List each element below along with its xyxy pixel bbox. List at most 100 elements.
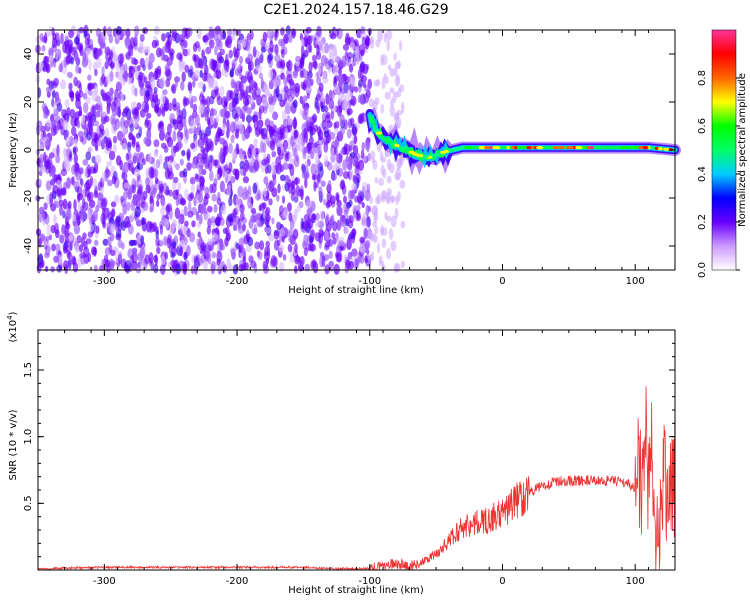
spectrogram-cell (116, 130, 123, 141)
spectrogram-cell (187, 81, 193, 92)
spectrogram-cell (284, 90, 288, 102)
spectrogram-cell (189, 232, 196, 243)
spectrogram-cell (164, 168, 171, 180)
spectrogram-cell (380, 156, 387, 163)
spectrogram-cell (219, 108, 226, 118)
spectrogram-cell (93, 264, 98, 272)
spectrogram-cell (194, 260, 199, 269)
spectrogram-cell (331, 165, 338, 172)
spectrogram-cell (394, 207, 399, 220)
spectrogram-cell (300, 217, 304, 230)
spectrogram-cell (276, 194, 280, 202)
spectrogram-cell (259, 240, 265, 251)
carrier-peak (511, 146, 515, 150)
spectrogram-cell (211, 232, 218, 242)
spectrogram-cell (41, 44, 46, 52)
spectrogram-cell (387, 64, 392, 71)
spectrogram-cell (65, 55, 71, 65)
spectrogram-cell (72, 214, 76, 222)
carrier-peak (478, 146, 483, 150)
spectrogram-cell (156, 193, 160, 201)
spectrogram-cell (274, 54, 281, 63)
spectrogram-cell (277, 146, 282, 156)
spectrogram-cell (304, 105, 309, 117)
spectrogram-cell (341, 203, 347, 211)
spectrogram-cell (36, 263, 42, 274)
spectrogram-cell (365, 204, 370, 216)
spectrogram-cell (106, 103, 111, 115)
spectrogram-cell (278, 244, 285, 253)
spectrogram-cell (293, 156, 300, 168)
spectrogram-cell (215, 69, 222, 80)
spectrogram-cell (320, 105, 326, 113)
spectrogram-cell (390, 195, 396, 202)
colorbar-ticks: 0.0 0.2 0.4 0.6 0.8 (697, 70, 740, 278)
spectrogram-cell (265, 136, 270, 146)
spectrogram-cell (268, 198, 273, 206)
spectrogram-cell (257, 119, 264, 128)
spectrogram-cell (70, 116, 77, 127)
spectrogram-cell (245, 85, 251, 94)
spectrogram-cell (358, 244, 365, 253)
spectrogram-cell (167, 159, 173, 169)
spectrogram-cell (257, 250, 263, 260)
spectrogram-cell (186, 27, 193, 37)
spectrogram-cell (87, 192, 91, 202)
spectrogram-cell (234, 112, 240, 119)
spectrogram-cell (362, 63, 369, 75)
spectrogram-cell (268, 53, 274, 61)
spectrogram-cell (399, 40, 403, 51)
spectrogram-cell (187, 48, 191, 56)
spectrogram-cell (288, 151, 293, 164)
spectrogram-cell (336, 153, 343, 164)
carrier-peak (642, 146, 649, 150)
spectrogram-cell (372, 160, 378, 171)
spectrogram-cell (250, 215, 255, 222)
spectrogram-cell (282, 254, 287, 261)
spectrogram-cell (224, 110, 231, 119)
spectrogram-cell (269, 40, 274, 52)
spectrogram-cell (160, 126, 165, 133)
spectrogram-cell (80, 178, 84, 188)
spectrogram-cell (224, 39, 229, 47)
spectrogram-cell (354, 45, 360, 58)
spectrogram-cell (59, 234, 65, 244)
spectrogram-cell (143, 136, 148, 145)
spectrogram-cell (268, 80, 274, 90)
y-tick-label: 20 (23, 96, 34, 109)
spectrogram-cell (92, 167, 97, 174)
spectrogram-cell (150, 98, 157, 109)
spectrogram-cell (199, 129, 203, 140)
spectrogram-cell (271, 94, 277, 103)
spectrogram-cell (224, 164, 229, 172)
spectrogram-cell (69, 151, 73, 159)
spectrogram-cell (116, 121, 122, 129)
spectrogram-cell (184, 125, 188, 137)
spectrogram-cell (336, 236, 343, 247)
spectrogram-cell (166, 136, 174, 148)
spectrogram-cell (152, 187, 158, 195)
spectrogram-cell (260, 128, 265, 137)
spectrogram-cell (215, 114, 220, 123)
spectrogram-cell (347, 118, 353, 129)
spectrogram-cell (362, 81, 367, 88)
spectrogram-cell (166, 38, 171, 50)
spectrogram-cell (184, 188, 189, 200)
spectrogram-cell (253, 159, 260, 172)
spectrogram-cell (320, 180, 326, 187)
spectrogram-cell (131, 136, 136, 149)
spectrogram-cell (53, 214, 57, 225)
spectrogram-cell (148, 166, 154, 179)
carrier-peak (522, 146, 527, 150)
spectrogram-cell (299, 95, 304, 105)
y-tick-label: 1.0 (23, 429, 34, 445)
spectrogram-cell (161, 106, 166, 117)
spectrogram-cell (227, 213, 233, 223)
spectrogram-cell (330, 57, 336, 65)
spectrogram-cell (151, 40, 158, 49)
spectrogram-cell (87, 83, 92, 92)
spectrogram-cell (101, 128, 105, 136)
carrier-peak (619, 146, 627, 150)
spectrogram-cell (201, 49, 205, 59)
spectrogram-cell (198, 214, 203, 225)
